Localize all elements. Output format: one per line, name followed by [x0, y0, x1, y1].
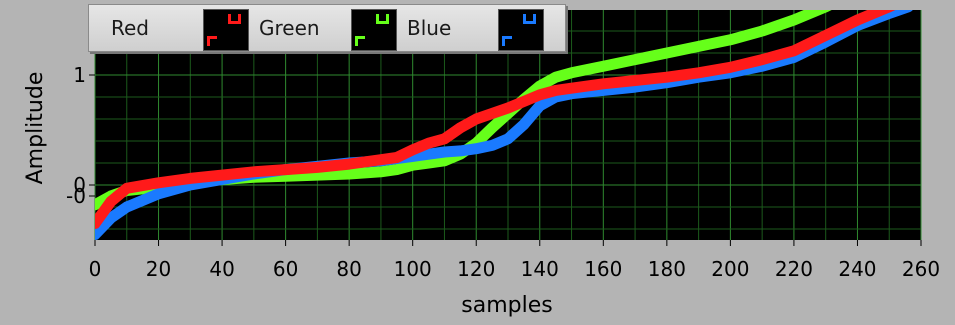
x-tick-label: 260 — [902, 257, 940, 281]
legend-swatch-red[interactable] — [203, 9, 249, 51]
x-tick-label: 100 — [394, 257, 432, 281]
x-tick-label: 0 — [89, 257, 102, 281]
x-tick-label: 220 — [775, 257, 813, 281]
x-tick-label: 200 — [711, 257, 749, 281]
x-axis-ticks: 0 20 40 60 80 100 120 140 160 180 200 220 240 260 — [89, 240, 940, 281]
x-tick-label: 60 — [273, 257, 298, 281]
legend-label-blue: Blue — [407, 16, 452, 40]
x-axis-label: samples — [461, 293, 552, 318]
y-tick-label: 0 — [73, 173, 86, 197]
x-tick-label: 160 — [584, 257, 622, 281]
legend-swatch-blue[interactable] — [498, 9, 544, 51]
series-lines — [95, 10, 913, 240]
y-tick-label: 1 — [73, 63, 86, 87]
y-axis-ticks: 210-0 — [66, 63, 95, 208]
x-tick-label: 80 — [336, 257, 361, 281]
x-tick-label: 120 — [457, 257, 495, 281]
legend-label-green: Green — [259, 16, 320, 40]
legend-label-red: Red — [111, 16, 149, 40]
series-line-red — [95, 10, 896, 229]
x-tick-label: 40 — [209, 257, 234, 281]
x-tick-label: 140 — [521, 257, 559, 281]
legend-swatch-green[interactable] — [351, 9, 397, 51]
y-axis-label: Amplitude — [23, 72, 48, 185]
x-tick-label: 180 — [648, 257, 686, 281]
y-tick-label: -0 — [66, 184, 86, 208]
x-tick-label: 20 — [146, 257, 171, 281]
plot-legend[interactable]: Red Green Blue — [88, 4, 566, 52]
x-tick-label: 240 — [838, 257, 876, 281]
